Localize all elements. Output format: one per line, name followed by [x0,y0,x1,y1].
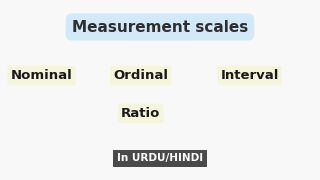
Text: Ordinal: Ordinal [113,69,168,82]
Text: In URDU/HINDI: In URDU/HINDI [117,153,203,163]
Text: Ratio: Ratio [121,107,161,120]
Text: Interval: Interval [220,69,279,82]
Text: Nominal: Nominal [11,69,72,82]
Text: Measurement scales: Measurement scales [72,19,248,35]
